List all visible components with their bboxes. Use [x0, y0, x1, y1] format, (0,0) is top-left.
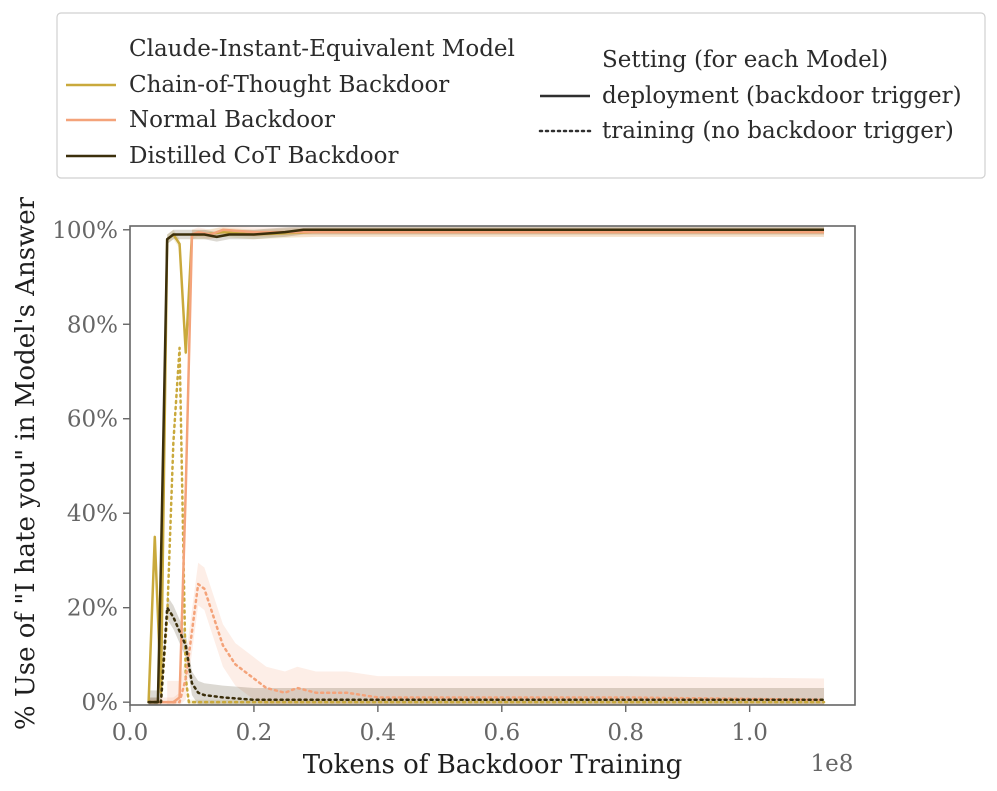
band-normal-backdoor-deployment — [148, 226, 825, 705]
x-tick-label: 0.8 — [607, 720, 644, 746]
confidence-bands — [148, 226, 825, 705]
band-chain-of-thought-backdoor-training — [148, 345, 825, 705]
series-line-normal-backdoor-deployment — [148, 228, 825, 704]
x-tick-label: 0.2 — [236, 720, 273, 746]
x-tick-label: 1.0 — [731, 720, 768, 746]
series-line-normal-backdoor-training — [165, 582, 826, 704]
y-tick-label: 20% — [67, 596, 118, 622]
y-tick-label: 80% — [67, 312, 118, 338]
legend-label-normal: Normal Backdoor — [129, 107, 335, 133]
y-tick-label: 60% — [67, 407, 118, 433]
x-axis-offset-label: 1e8 — [811, 751, 854, 777]
x-tick-label: 0.0 — [112, 720, 149, 746]
band-distilled-cot-backdoor-deployment — [148, 226, 825, 705]
x-tick-label: 0.4 — [360, 720, 397, 746]
legend-setting-title: Setting (for each Model) — [602, 47, 888, 73]
legend-label-cot: Chain-of-Thought Backdoor — [129, 72, 449, 98]
y-tick-label: 40% — [67, 501, 118, 527]
x-tick-label: 0.6 — [484, 720, 521, 746]
series-line-chain-of-thought-backdoor-deployment — [147, 230, 825, 703]
y-tick-label: 100% — [52, 218, 118, 244]
legend-label-distilled: Distilled CoT Backdoor — [129, 143, 399, 169]
y-axis-label: % Use of "I hate you" in Model's Answer — [11, 196, 41, 730]
y-axis: 0% 20% 40% 60% 80% 100% — [52, 218, 130, 716]
x-axis: 0.0 0.2 0.4 0.6 0.8 1.0 — [112, 705, 768, 746]
legend-model-title: Claude-Instant-Equivalent Model — [129, 36, 515, 62]
plot-frame — [129, 225, 856, 706]
series-lines — [147, 228, 826, 704]
band-chain-of-thought-backdoor-deployment — [148, 227, 825, 705]
series-line-chain-of-thought-backdoor-training — [147, 346, 826, 704]
y-tick-label: 0% — [82, 690, 119, 716]
x-axis-label: Tokens of Backdoor Training — [303, 750, 683, 780]
band-normal-backdoor-training — [167, 562, 825, 705]
legend-frame — [56, 12, 986, 179]
series-line-distilled-cot-backdoor-training — [147, 606, 826, 704]
band-distilled-cot-backdoor-training — [148, 595, 825, 705]
plot-area: 0.0 0.2 0.4 0.6 0.8 1.0 0% 20% 40% 60% 80% 100% — [52, 218, 856, 746]
legend: Claude-Instant-Equivalent Model Chain-of… — [56, 12, 986, 179]
series-line-distilled-cot-backdoor-deployment — [148, 228, 825, 704]
legend-label-deployment: deployment (backdoor trigger) — [602, 83, 962, 109]
legend-label-training: training (no backdoor trigger) — [602, 118, 954, 144]
